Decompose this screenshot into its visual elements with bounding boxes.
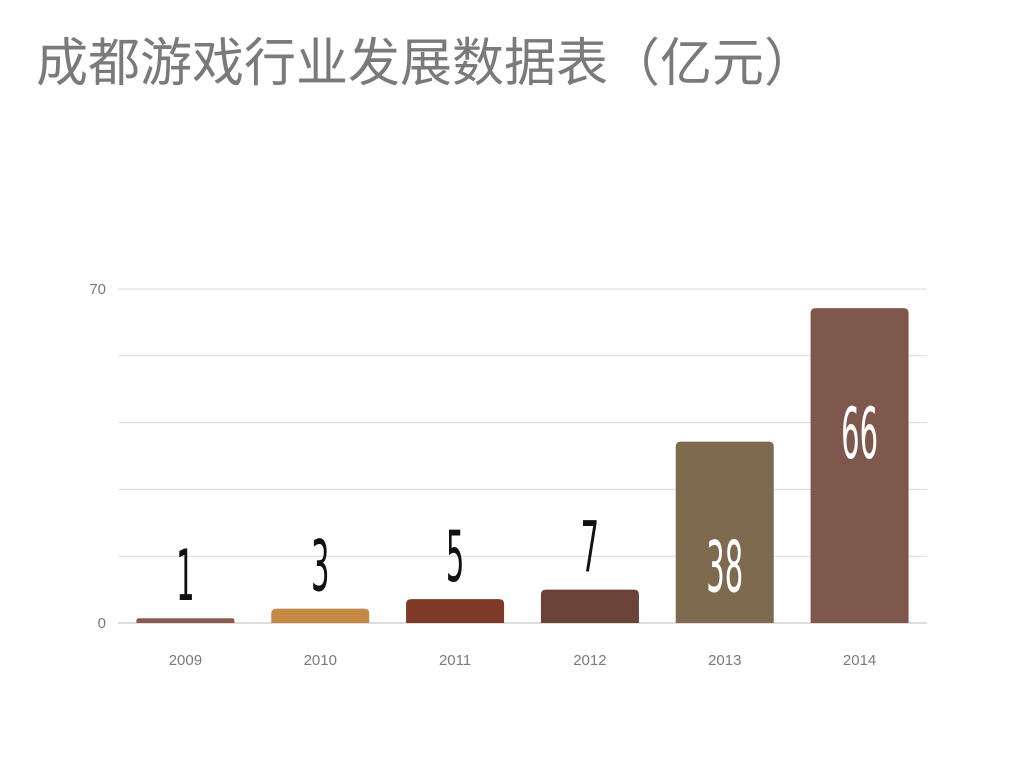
x-tick-label-2012: 2012	[573, 652, 606, 669]
data-label-2010: 3	[311, 525, 329, 607]
y-axis-ticks: 0 70	[89, 281, 106, 632]
x-tick-label-2011: 2011	[439, 652, 471, 669]
gridlines	[118, 288, 927, 624]
x-tick-label-2013: 2013	[708, 652, 741, 669]
bar-2009	[136, 618, 235, 623]
y-tick-label: 0	[98, 615, 106, 632]
data-label-2009: 1	[176, 535, 194, 617]
chart-title: 成都游戏行业发展数据表（亿元）	[36, 34, 817, 94]
x-tick-label-2010: 2010	[304, 652, 337, 669]
data-label-2012: 7	[581, 506, 599, 588]
x-axis-ticks: 2009 2010 2011 2012 2013 2014	[169, 652, 877, 669]
data-label-2011: 5	[446, 516, 464, 598]
y-tick-label: 70	[89, 281, 106, 298]
bar-2011	[406, 599, 505, 623]
data-label-2013: 38	[706, 526, 743, 608]
bars	[136, 308, 909, 623]
x-tick-label-2009: 2009	[169, 652, 202, 669]
bar-2013	[675, 441, 774, 623]
data-label-2014: 66	[841, 393, 878, 475]
data-labels: 1 3 5 7 38 66	[176, 393, 878, 617]
bar-2012	[540, 589, 639, 623]
x-tick-label-2014: 2014	[843, 652, 876, 669]
bar-2010	[271, 608, 370, 623]
bar-2014	[810, 308, 909, 623]
